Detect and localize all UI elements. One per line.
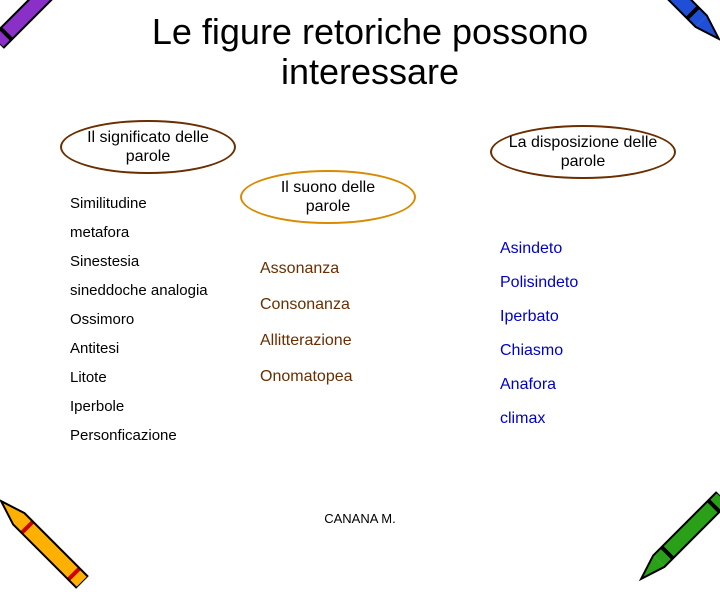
- list-item: climax: [500, 410, 670, 428]
- list-item: Litote: [70, 369, 240, 386]
- list-item: Ossimoro: [70, 311, 240, 328]
- list-item: Sinestesia: [70, 253, 240, 270]
- list-item: Personficazione: [70, 427, 240, 444]
- slide: Le figure retoriche possono interessare …: [0, 0, 720, 540]
- column-suono: Assonanza Consonanza Allitterazione Onom…: [260, 260, 430, 404]
- list-item: sineddoche analogia: [70, 282, 240, 299]
- list-item: Polisindeto: [500, 274, 670, 292]
- list-item: Iperbato: [500, 308, 670, 326]
- list-item: Similitudine: [70, 195, 240, 212]
- column-disposizione: Asindeto Polisindeto Iperbato Chiasmo An…: [500, 240, 670, 444]
- column-significato: Similitudine metafora Sinestesia sineddo…: [70, 195, 240, 456]
- list-item: Asindeto: [500, 240, 670, 258]
- list-item: Antitesi: [70, 340, 240, 357]
- bubble-disposizione: La disposizione delle parole: [490, 125, 676, 179]
- list-item: Onomatopea: [260, 368, 430, 386]
- list-item: Allitterazione: [260, 332, 430, 350]
- list-item: Assonanza: [260, 260, 430, 278]
- list-item: Iperbole: [70, 398, 240, 415]
- slide-title: Le figure retoriche possono interessare: [60, 12, 680, 91]
- crayon-icon: [0, 483, 97, 596]
- crayon-icon: [623, 483, 720, 596]
- bubble-suono: Il suono delle parole: [240, 170, 416, 224]
- list-item: Chiasmo: [500, 342, 670, 360]
- list-item: metafora: [70, 224, 240, 241]
- bubble-significato: Il significato delle parole: [60, 120, 236, 174]
- list-item: Consonanza: [260, 296, 430, 314]
- list-item: Anafora: [500, 376, 670, 394]
- footer-author: CANANA M.: [0, 511, 720, 526]
